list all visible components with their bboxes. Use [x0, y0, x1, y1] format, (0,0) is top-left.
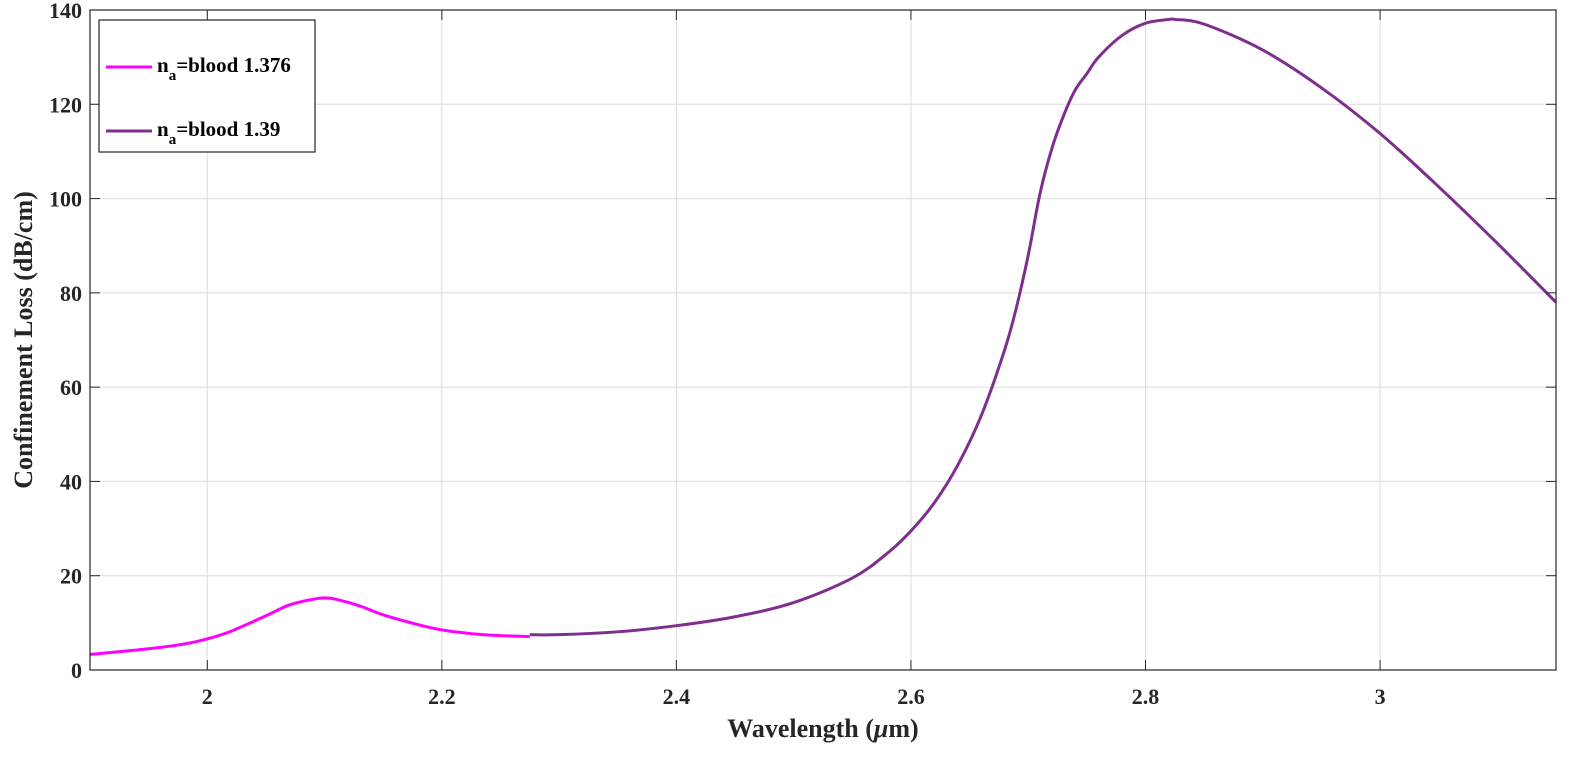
- y-tick-label: 0: [71, 658, 82, 683]
- legend-label-1: na=blood 1.376: [157, 53, 291, 84]
- series-layer: [89, 17, 1558, 656]
- y-tick-label: 20: [60, 564, 82, 589]
- x-tick-label: 2.8: [1132, 684, 1160, 709]
- y-axis-label: Confinement Loss (dB/cm): [9, 191, 38, 489]
- legend-entry-2: na=blood 1.39: [106, 117, 280, 148]
- series-line-2: [529, 17, 1558, 637]
- y-tick-label: 120: [49, 92, 82, 117]
- legend: na=blood 1.376 na=blood 1.39: [98, 19, 316, 153]
- x-tick-label: 2.6: [897, 684, 925, 709]
- y-tick-label: 100: [49, 187, 82, 212]
- x-axis-label: Wavelength (μm): [727, 714, 918, 743]
- x-tick-label: 3: [1375, 684, 1386, 709]
- y-tick-label: 40: [60, 469, 82, 494]
- series-line-1: [89, 596, 530, 656]
- tick-marks: [90, 9, 1556, 671]
- x-tick-label: 2.2: [428, 684, 456, 709]
- y-tick-label: 80: [60, 281, 82, 306]
- y-tick-label: 60: [60, 375, 82, 400]
- y-tick-labels: 0 20 40 60 80 100 120 140: [49, 0, 82, 683]
- legend-entry-1: na=blood 1.376: [106, 53, 291, 84]
- x-tick-labels: 2 2.2 2.4 2.6 2.8 3: [202, 684, 1386, 709]
- x-tick-label: 2: [202, 684, 213, 709]
- y-tick-label: 140: [49, 0, 82, 23]
- legend-label-2: na=blood 1.39: [157, 117, 280, 148]
- plot-frame: [89, 9, 1557, 671]
- x-tick-label: 2.4: [663, 684, 691, 709]
- x-axis-label-mu: μ: [872, 714, 888, 743]
